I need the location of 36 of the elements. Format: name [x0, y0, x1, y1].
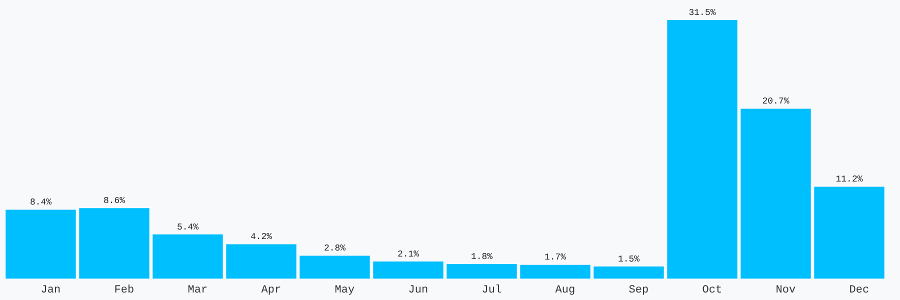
bar [373, 262, 444, 279]
bar [79, 208, 150, 279]
data-label: 1.7% [544, 252, 567, 263]
x-tick-label: Jul [482, 284, 502, 296]
data-label: 8.6% [103, 196, 126, 206]
data-label: 31.5% [688, 8, 716, 18]
bar [667, 20, 738, 279]
x-tick-label: Mar [188, 284, 208, 296]
bar [300, 256, 370, 279]
data-label: 2.8% [324, 244, 346, 254]
x-tick-label: Sep [628, 284, 649, 296]
data-label: 1.5% [618, 254, 640, 264]
x-tick-label: Aug [555, 284, 576, 296]
bar [152, 234, 223, 279]
data-label: 1.8% [470, 252, 494, 262]
data-label: 4.2% [250, 232, 273, 242]
x-tick-label: Oct [702, 284, 722, 296]
data-label: 2.1% [397, 249, 420, 260]
x-tick-label: Apr [261, 284, 282, 296]
bar [814, 186, 884, 279]
x-tick-label: Dec [849, 284, 870, 296]
x-tick-label: Feb [114, 284, 134, 296]
bar [520, 264, 590, 279]
x-tick-label: May [334, 284, 355, 296]
bar [594, 266, 664, 279]
bar [446, 264, 517, 279]
data-label: 11.2% [836, 174, 864, 185]
data-label: 8.4% [30, 198, 52, 208]
x-tick-label: Nov [776, 284, 796, 296]
bar [6, 210, 76, 279]
bar [226, 244, 296, 279]
bar [740, 108, 811, 279]
x-tick-label: Jan [40, 284, 61, 296]
x-tick-label: Jun [408, 284, 428, 296]
data-label: 20.7% [762, 96, 790, 107]
data-label: 5.4% [176, 222, 200, 232]
